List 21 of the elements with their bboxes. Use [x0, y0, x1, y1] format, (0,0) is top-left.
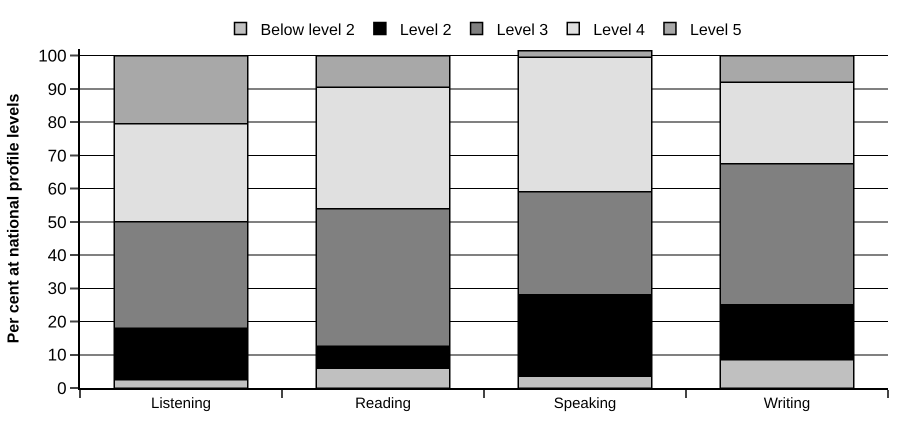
y-tick-label: 0: [57, 378, 67, 398]
y-tick-label: 90: [48, 80, 67, 99]
y-tick-label: 60: [48, 180, 67, 199]
legend-label: Level 5: [690, 22, 742, 39]
y-tick-label: 50: [48, 212, 67, 232]
x-tick-label: Writing: [764, 395, 810, 412]
y-tick-label: 70: [48, 146, 67, 166]
y-tick-label: 80: [48, 113, 67, 132]
x-tick-label: Listening: [150, 395, 212, 412]
legend-label: Level 2: [400, 22, 452, 39]
y-tick-label: 20: [48, 312, 67, 332]
y-axis-title: Per cent at national profile levels: [6, 93, 23, 344]
y-tick-label: 30: [48, 279, 67, 298]
y-tick-label: 40: [48, 246, 67, 266]
y-tick-label: 10: [48, 346, 67, 365]
x-tick-label: Speaking: [554, 395, 616, 412]
legend-label: Level 3: [496, 22, 548, 39]
y-tick-label: 100: [38, 46, 67, 66]
legend-label: Below level 2: [260, 22, 355, 39]
legend-label: Level 4: [593, 22, 645, 39]
x-tick-label: Reading: [355, 395, 411, 412]
